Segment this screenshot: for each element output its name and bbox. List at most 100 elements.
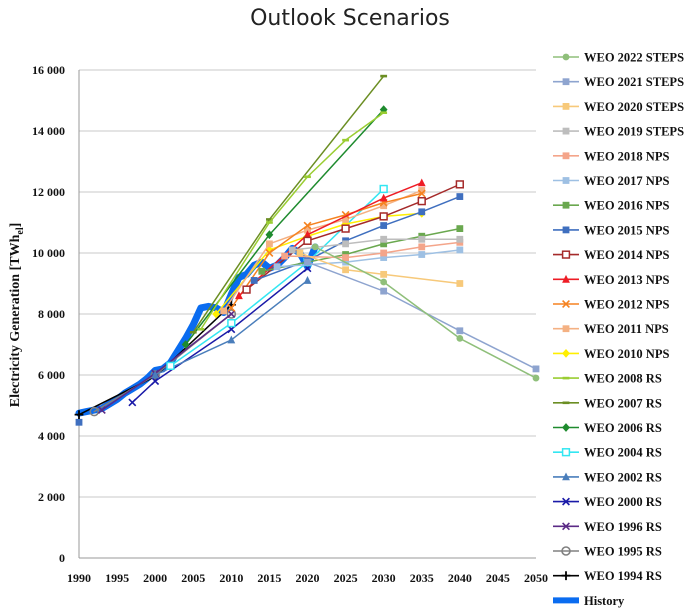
legend-label: WEO 2008 RS [584, 372, 662, 386]
series-line [78, 304, 233, 416]
legend-item: WEO 2017 NPS [553, 174, 669, 188]
y-tick-label: 14 000 [32, 124, 65, 138]
legend-marker [562, 472, 570, 481]
data-point [380, 235, 388, 243]
legend-marker [562, 177, 570, 184]
legend-item: WEO 1995 RS [553, 545, 662, 559]
data-point [379, 193, 388, 202]
legend-item: WEO 2019 STEPS [553, 125, 684, 139]
legend-marker [562, 423, 570, 432]
y-tick-label: 12 000 [32, 185, 65, 199]
legend-marker [561, 448, 571, 457]
legend-marker [562, 522, 570, 531]
data-point [456, 246, 464, 254]
legend-item: WEO 2002 RS [553, 470, 662, 484]
data-point [181, 340, 190, 349]
data-point [242, 285, 251, 294]
data-point [342, 266, 349, 274]
data-point [258, 267, 266, 275]
legend-label: WEO 1995 RS [584, 545, 662, 559]
series-weo-2006-rs [181, 105, 388, 349]
legend-marker [562, 152, 570, 160]
legend-item: WEO 2020 STEPS [553, 100, 684, 114]
series-weo-1994-rs [74, 300, 236, 420]
legend-label: WEO 2011 NPS [584, 322, 669, 336]
data-point [418, 243, 426, 251]
legend-label: WEO 2006 RS [584, 421, 662, 435]
data-point [456, 235, 464, 243]
y-axis-label: Electricity Generation [TWhel] [8, 223, 26, 408]
legend-item: History [553, 594, 625, 608]
legend-label: WEO 2013 NPS [584, 273, 669, 287]
legend-label: History [584, 594, 625, 608]
legend-marker [561, 250, 571, 259]
data-point [151, 370, 160, 379]
series-line [215, 212, 423, 315]
legend-label: WEO 2019 STEPS [584, 125, 684, 139]
legend-label: WEO 2002 RS [584, 470, 662, 484]
data-point [303, 276, 312, 284]
x-tick-label: 2020 [296, 571, 320, 585]
legend-marker [562, 53, 570, 61]
series-line [230, 192, 423, 309]
legend-item: WEO 2021 STEPS [553, 75, 684, 89]
series-weo-2013-nps [235, 178, 426, 300]
x-tick-label: 2010 [219, 571, 243, 585]
data-point [281, 252, 289, 260]
legend-item: WEO 2013 NPS [553, 273, 669, 287]
series-line [314, 246, 537, 379]
data-point [532, 365, 540, 373]
data-point [265, 230, 274, 240]
data-point [97, 406, 106, 415]
data-point [273, 263, 281, 271]
legend-item: WEO 2012 NPS [553, 298, 669, 312]
legend-marker [562, 349, 570, 358]
data-point [342, 254, 349, 261]
legend-marker [561, 571, 571, 581]
data-point [380, 249, 388, 257]
data-point [151, 377, 160, 386]
x-tick-label: 2000 [143, 571, 167, 585]
legend-item: WEO 2000 RS [553, 495, 662, 509]
series-line [306, 261, 537, 370]
legend-label: WEO 2004 RS [584, 446, 662, 460]
x-tick-label: 2045 [486, 571, 510, 585]
series-weo-2022-steps [311, 243, 540, 382]
y-tick-label: 8 000 [38, 307, 65, 321]
data-point [220, 307, 228, 315]
y-axis-label-sub: el [15, 227, 26, 234]
data-point [304, 226, 311, 234]
legend-label: WEO 2000 RS [584, 495, 662, 509]
legend-label: WEO 2020 STEPS [584, 100, 684, 114]
legend-label: WEO 2010 NPS [584, 347, 669, 361]
legend-layer: WEO 2022 STEPS WEO 2021 STEPS WEO 2020 STE… [553, 51, 684, 608]
legend-marker [562, 325, 570, 333]
legend-item: WEO 2004 RS [553, 446, 662, 460]
series-weo-2019-steps [288, 235, 464, 254]
legend-item: WEO 2018 NPS [553, 149, 669, 163]
series-weo-2008-rs [197, 111, 388, 331]
x-tick-label: 2015 [257, 571, 281, 585]
legend-item: WEO 2015 NPS [553, 223, 669, 237]
legend-item: WEO 2007 RS [553, 396, 662, 410]
y-tick-label: 16 000 [32, 63, 65, 77]
data-point [250, 277, 258, 284]
legend-item: WEO 1996 RS [553, 520, 662, 534]
data-point [128, 398, 137, 407]
data-point [227, 319, 236, 328]
legend-marker [562, 300, 570, 308]
data-point [417, 178, 426, 187]
legend-label: WEO 2021 STEPS [584, 75, 684, 89]
series-weo-2000-rs [128, 264, 312, 407]
series-line [169, 188, 385, 367]
data-point [380, 222, 388, 229]
y-tick-label: 10 000 [32, 246, 65, 260]
axis-layer: 0 2 000 4 000 6 000 8 000 10 000 12 000 14 000 1… [32, 63, 548, 585]
data-point [166, 361, 175, 371]
legend-marker [562, 78, 570, 86]
data-point [74, 410, 84, 420]
data-point [265, 249, 274, 257]
y-axis-label-close: ] [8, 223, 23, 228]
data-point [380, 202, 388, 210]
data-point [456, 335, 464, 342]
